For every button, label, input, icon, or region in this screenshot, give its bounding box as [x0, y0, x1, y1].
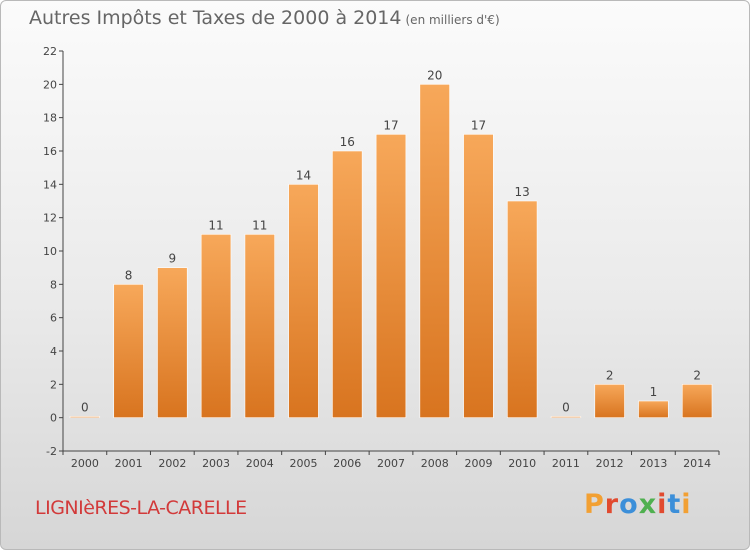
bar	[681, 384, 713, 418]
x-tick-label: 2005	[290, 457, 318, 470]
y-tick-label: 6	[50, 312, 57, 325]
x-tick-label: 2004	[246, 457, 274, 470]
x-tick-label: 2013	[639, 457, 667, 470]
y-tick-label: 12	[43, 212, 57, 225]
proxiti-logo: Proxiti	[584, 489, 692, 520]
x-tick-label: 2012	[596, 457, 624, 470]
data-label: 2	[693, 368, 701, 382]
chart-title-text: Autres Impôts et Taxes de 2000 à 2014	[29, 7, 402, 29]
y-tick-label: 0	[50, 412, 57, 425]
x-tick-label: 2002	[158, 457, 186, 470]
logo-letter: i	[681, 489, 692, 520]
data-label: 9	[169, 252, 177, 266]
y-tick-label: 18	[43, 112, 57, 125]
data-label: 16	[340, 135, 355, 149]
bar	[69, 416, 101, 418]
logo-letter: r	[604, 489, 620, 520]
chart-unit: (en milliers d'€)	[405, 13, 500, 27]
commune-name: LIGNIèRES-LA-CARELLE	[35, 497, 247, 519]
data-label: 0	[562, 400, 570, 414]
x-tick-label: 2007	[377, 457, 405, 470]
bar	[332, 150, 363, 418]
bar	[550, 416, 582, 418]
chart-bars	[69, 84, 713, 418]
logo-letter: t	[667, 489, 682, 520]
chart-title: Autres Impôts et Taxes de 2000 à 2014 (en…	[29, 7, 500, 29]
y-tick-label: 2	[50, 378, 57, 391]
data-label: 11	[252, 218, 267, 232]
x-tick-label: 2014	[683, 457, 711, 470]
chart-labels: 0 8 9 11 11 14 16 17 20 17 13 0 2 1 2	[81, 68, 701, 414]
bar	[419, 84, 450, 418]
y-tick-label: 10	[43, 245, 57, 258]
data-label: 8	[125, 268, 133, 282]
data-label: 17	[471, 118, 486, 132]
bar	[594, 384, 625, 418]
logo-letter: P	[584, 489, 605, 520]
bar	[288, 184, 319, 418]
data-label: 11	[208, 218, 223, 232]
bar	[200, 234, 232, 418]
x-tick-label: 2006	[333, 457, 361, 470]
data-label: 2	[606, 368, 614, 382]
data-label: 14	[296, 168, 311, 182]
x-tick-label: 2010	[508, 457, 536, 470]
logo-letter: i	[657, 489, 668, 520]
bar	[113, 284, 144, 418]
y-tick-label: 16	[43, 145, 57, 158]
bar	[157, 267, 188, 418]
y-tick-label: -2	[46, 445, 57, 458]
data-label: 20	[427, 68, 442, 82]
data-label: 13	[515, 185, 530, 199]
bar	[638, 400, 669, 418]
bar	[507, 200, 538, 418]
logo-letter: o	[619, 489, 639, 520]
x-tick-label: 2001	[115, 457, 143, 470]
data-label: 1	[650, 385, 658, 399]
bar	[244, 234, 275, 418]
x-tick-label: 2000	[71, 457, 99, 470]
data-label: 0	[81, 400, 89, 414]
y-tick-label: 14	[43, 178, 57, 191]
x-tick-label: 2009	[464, 457, 492, 470]
logo-letter: x	[638, 489, 658, 520]
bar	[375, 134, 407, 418]
y-tick-label: 4	[50, 345, 57, 358]
bar	[463, 134, 494, 418]
x-tick-label: 2008	[421, 457, 449, 470]
y-tick-label: 8	[50, 278, 57, 291]
y-tick-label: 20	[43, 78, 57, 91]
data-label: 17	[383, 118, 398, 132]
y-tick-label: 22	[43, 45, 57, 58]
x-tick-label: 2011	[552, 457, 580, 470]
x-tick-label: 2003	[202, 457, 230, 470]
